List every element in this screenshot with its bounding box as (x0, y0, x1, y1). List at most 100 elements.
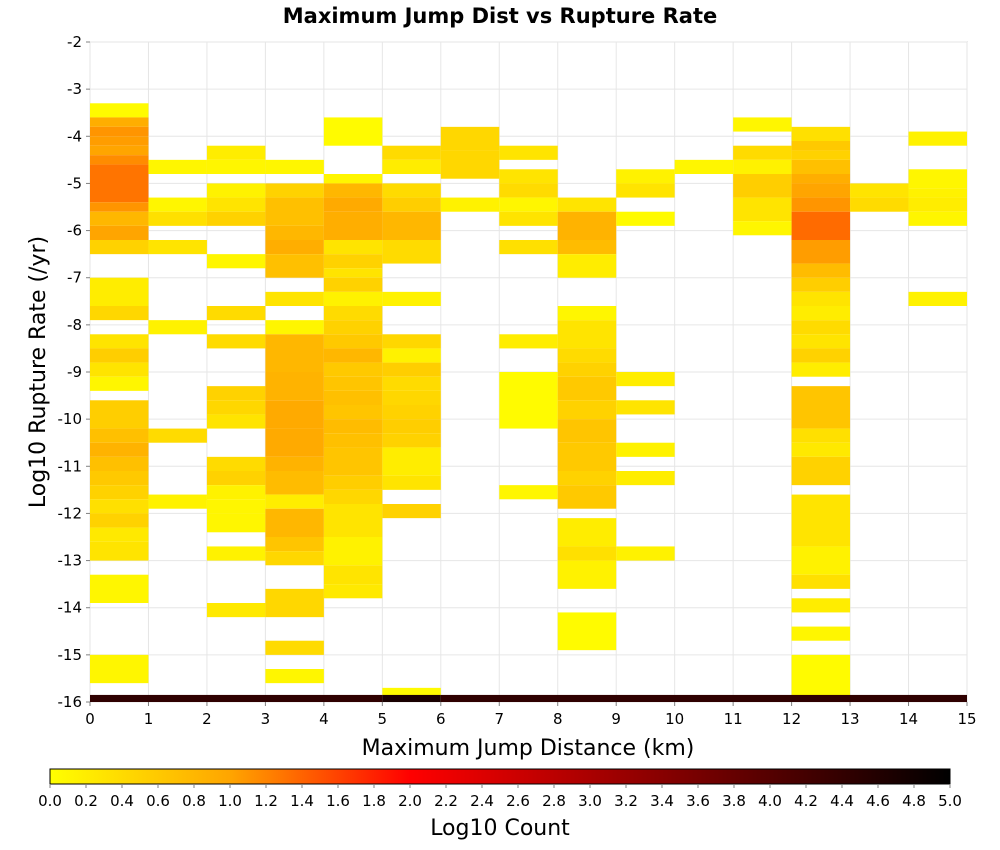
heatmap-cell (908, 188, 967, 198)
chart-title: Maximum Jump Dist vs Rupture Rate (283, 4, 717, 28)
heatmap-cell (323, 584, 383, 599)
heatmap-cell (206, 603, 266, 618)
heatmap-cell (440, 197, 500, 212)
heatmap-cell (206, 400, 266, 415)
y-tick-label: -8 (67, 316, 82, 334)
heatmap-cell (382, 475, 441, 490)
heatmap-cell (206, 145, 266, 160)
heatmap-cell (265, 400, 324, 429)
colorbar-tick-label: 0.4 (110, 792, 134, 810)
heatmap-cell (733, 221, 792, 236)
colorbar-tick-label: 2.6 (506, 792, 530, 810)
colorbar-tick-label: 4.8 (902, 792, 926, 810)
heatmap-cell (323, 348, 383, 363)
heatmap-cell (557, 485, 617, 509)
heatmap-cell (323, 240, 383, 255)
heatmap-cell (265, 494, 324, 509)
heatmap-cell (265, 551, 324, 566)
heatmap-cell (148, 240, 207, 255)
heatmap-cell (323, 475, 383, 490)
heatmap-cell (265, 183, 324, 198)
colorbar-tick-label: 2.4 (470, 792, 494, 810)
x-tick-label: 9 (611, 710, 621, 728)
heatmap-cell (265, 254, 324, 278)
y-tick-label: -3 (67, 80, 82, 98)
colorbar-tick-label: 1.2 (254, 792, 278, 810)
colorbar-tick-label: 4.4 (830, 792, 854, 810)
y-axis-title: Log10 Rupture Rate (/yr) (26, 236, 51, 508)
heatmap-cell (499, 240, 558, 255)
heatmap-cell (206, 334, 266, 349)
y-tick-label: -14 (58, 599, 83, 617)
x-tick-label: 15 (957, 710, 976, 728)
heatmap-cell (791, 141, 851, 151)
heatmap-cell (499, 197, 558, 212)
x-tick-label: 8 (553, 710, 563, 728)
heatmap-cell (733, 159, 792, 174)
heatmap-cell (616, 471, 675, 486)
y-tick-label: -15 (58, 646, 83, 664)
heatmap-cell (733, 197, 792, 222)
x-tick-label: 13 (841, 710, 860, 728)
heatmap-cell (791, 546, 851, 575)
heatmap-cell (382, 159, 441, 174)
colorbar-tick-label: 4.0 (758, 792, 782, 810)
heatmap-cell (791, 386, 851, 429)
x-axis-ticks: 0 1 2 3 4 5 6 7 8 9 10 11 12 13 14 15 (85, 702, 977, 728)
heatmap-cell-bottom-row (382, 694, 441, 702)
heatmap-cell (791, 174, 851, 184)
heatmap-cell (323, 433, 383, 448)
heatmap-cell (791, 150, 851, 160)
heatmap-cell (90, 211, 149, 226)
heatmap-cell (323, 268, 383, 278)
heatmap-cell (206, 485, 266, 500)
heatmap-cell (265, 640, 324, 655)
heatmap-cell (791, 277, 851, 292)
x-tick-label: 14 (899, 710, 918, 728)
colorbar-tick-label: 3.0 (578, 792, 602, 810)
colorbar-tick-label: 0.2 (74, 792, 98, 810)
heatmap-cell (90, 155, 149, 165)
colorbar-title: Log10 Count (430, 816, 570, 841)
colorbar-tick-label: 3.4 (650, 792, 674, 810)
heatmap-cell (557, 442, 617, 471)
colorbar (49, 768, 951, 785)
heatmap-cell (265, 320, 324, 335)
heatmap-cell (557, 306, 617, 321)
heatmap-cell (323, 376, 383, 391)
heatmap-cell (557, 376, 617, 401)
heatmap-cell (323, 117, 383, 146)
heatmap-cell (148, 197, 207, 212)
heatmap-cell (323, 334, 383, 349)
heatmap-cell (382, 362, 441, 377)
heatmap-cell (265, 471, 324, 495)
heatmap-cell (791, 362, 851, 377)
heatmap-cell (733, 174, 792, 198)
heatmap-cell (382, 211, 441, 240)
heatmap-cell (499, 211, 558, 226)
heatmap-cell (323, 419, 383, 434)
x-tick-label: 11 (724, 710, 743, 728)
heatmap-cell (382, 447, 441, 476)
x-tick-label: 2 (202, 710, 212, 728)
heatmap-cell (265, 225, 324, 240)
heatmap-cell (90, 376, 149, 391)
heatmap-cell (323, 320, 383, 335)
colorbar-tick-label: 1.4 (290, 792, 314, 810)
x-tick-label: 0 (85, 710, 95, 728)
x-tick-label: 10 (665, 710, 684, 728)
heatmap-cell (90, 442, 149, 457)
heatmap-cell (791, 126, 851, 141)
colorbar-tick-label: 5.0 (938, 792, 962, 810)
heatmap-cell (265, 428, 324, 457)
heatmap-cell (90, 471, 149, 486)
heatmap-cell (323, 390, 383, 405)
heatmap-cell (206, 414, 266, 429)
heatmap-cell (323, 362, 383, 377)
heatmap-cell (557, 560, 617, 589)
x-tick-label: 12 (782, 710, 801, 728)
y-tick-label: -6 (67, 222, 82, 240)
x-tick-label: 1 (144, 710, 154, 728)
heatmap-cell (791, 334, 851, 349)
heatmap-cell (90, 225, 149, 240)
